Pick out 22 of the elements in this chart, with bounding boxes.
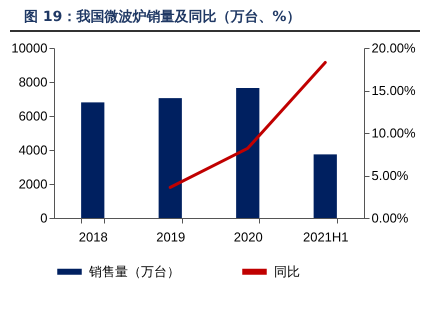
bar [81,102,104,218]
y-tick-label: 8000 [18,74,48,90]
y2-tick-label: 15.00% [372,83,416,98]
x-tick-label: 2018 [78,230,108,244]
y-tick-label: 0 [40,210,48,226]
x-tick-label: 2019 [156,230,186,244]
bar [158,98,182,218]
bar [314,154,337,218]
y2-tick-label: 0.00% [372,210,409,226]
y-tick-label: 2000 [18,176,48,192]
x-tick-label: 2021H1 [302,230,349,244]
y2-tick-label: 10.00% [372,126,416,140]
y-tick-label: 10000 [11,40,48,56]
y-tick-label: 4000 [18,142,48,158]
legend-label: 同比 [274,264,300,279]
legend-label: 销售量（万台） [88,264,180,279]
y2-tick-label: 20.00% [372,40,416,56]
y-tick-label: 6000 [18,108,48,124]
chart-title: 图 19：我国微波炉销量及同比（万台、%） [10,0,420,32]
bar [236,88,260,218]
y2-tick-label: 5.00% [372,168,409,183]
x-tick-label: 2020 [234,230,263,244]
